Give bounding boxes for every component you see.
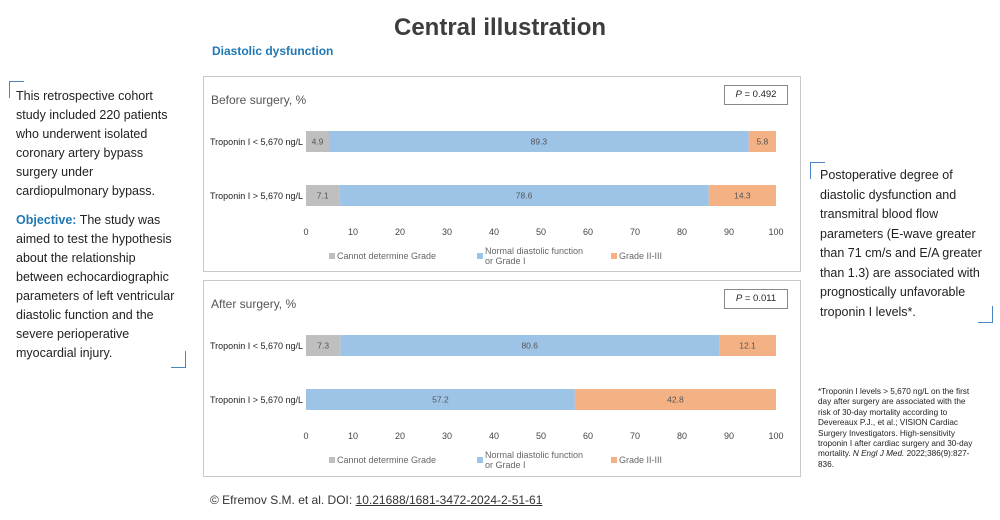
data-label: 12.1 bbox=[739, 341, 756, 351]
category-label: Troponin I < 5,670 ng/L bbox=[210, 341, 303, 351]
bar-segment bbox=[574, 389, 776, 410]
footnote: *Troponin I levels > 5,670 ng/L on the f… bbox=[818, 387, 980, 470]
data-label: 5.8 bbox=[756, 137, 768, 147]
p-value-box-after: P = 0.011 bbox=[724, 289, 788, 309]
credit-prefix: © Efremov S.M. et al. DOI: bbox=[210, 493, 353, 507]
x-tick-label: 70 bbox=[630, 431, 640, 441]
legend-label: Cannot determine Grade bbox=[337, 455, 436, 465]
bar-segment bbox=[306, 389, 575, 410]
x-tick-label: 20 bbox=[395, 431, 405, 441]
x-tick-label: 40 bbox=[489, 227, 499, 237]
doi-link[interactable]: 10.21688/1681-3472-2024-2-51-61 bbox=[355, 493, 543, 507]
x-tick-label: 80 bbox=[677, 227, 687, 237]
p-label-before: P bbox=[735, 89, 742, 100]
data-label: 7.1 bbox=[317, 191, 329, 201]
x-tick-label: 30 bbox=[442, 227, 452, 237]
legend-label: or Grade I bbox=[485, 460, 526, 470]
objective-paragraph: Objective: The study was aimed to test t… bbox=[16, 211, 184, 363]
x-tick-label: 90 bbox=[724, 431, 734, 441]
bar-segment bbox=[748, 131, 776, 152]
bar-segment bbox=[708, 185, 776, 206]
data-label: 89.3 bbox=[531, 137, 548, 147]
left-bracket-bottom bbox=[171, 351, 186, 368]
x-tick-label: 20 bbox=[395, 227, 405, 237]
x-tick-label: 10 bbox=[348, 431, 358, 441]
legend-label: Grade II-III bbox=[619, 455, 662, 465]
x-tick-label: 50 bbox=[536, 431, 546, 441]
section-subtitle: Diastolic dysfunction bbox=[212, 44, 334, 58]
objective-label: Objective: bbox=[16, 213, 77, 227]
left-text-block: This retrospective cohort study included… bbox=[16, 87, 184, 373]
bar-segment bbox=[719, 335, 776, 356]
x-tick-label: 50 bbox=[536, 227, 546, 237]
legend-swatch bbox=[329, 457, 335, 463]
bar-segment bbox=[306, 185, 340, 206]
legend-swatch bbox=[611, 253, 617, 259]
x-tick-label: 70 bbox=[630, 227, 640, 237]
x-tick-label: 60 bbox=[583, 227, 593, 237]
left-bracket-top bbox=[9, 81, 24, 98]
footnote-journal: N Engl J Med. bbox=[852, 449, 905, 459]
bar-segment bbox=[306, 335, 341, 356]
footnote-citation: 2022;386(9):827-836. bbox=[818, 449, 970, 469]
bar-segment bbox=[329, 131, 749, 152]
p-value-before: = 0.492 bbox=[744, 89, 777, 100]
legend-swatch bbox=[477, 253, 483, 259]
p-value-after: = 0.011 bbox=[744, 293, 777, 304]
x-tick-label: 0 bbox=[303, 431, 308, 441]
legend-swatch bbox=[611, 457, 617, 463]
credit-line: © Efremov S.M. et al. DOI: 10.21688/1681… bbox=[210, 493, 542, 507]
x-tick-label: 90 bbox=[724, 227, 734, 237]
chart-panel-before: Before surgery, % P = 0.492 Troponin I <… bbox=[203, 76, 801, 272]
x-tick-label: 80 bbox=[677, 431, 687, 441]
objective-text: The study was aimed to test the hypothes… bbox=[16, 213, 175, 360]
legend-swatch bbox=[329, 253, 335, 259]
data-label: 7.3 bbox=[317, 341, 329, 351]
chart-title-before: Before surgery, % bbox=[211, 93, 307, 107]
data-label: 4.9 bbox=[312, 137, 324, 147]
chart-panel-after: After surgery, % P = 0.011 Troponin I < … bbox=[203, 280, 801, 477]
page-title: Central illustration bbox=[393, 14, 607, 41]
x-tick-label: 10 bbox=[348, 227, 358, 237]
legend-label: Normal diastolic function bbox=[485, 246, 583, 256]
category-label: Troponin I > 5,670 ng/L bbox=[210, 395, 303, 405]
chart-svg-before: Troponin I < 5,670 ng/L 4.9 89.3 5.8 Troponi… bbox=[210, 131, 784, 266]
chart-svg-after: Troponin I < 5,670 ng/L 7.3 80.6 12.1 Tropon… bbox=[210, 335, 784, 470]
data-label: 57.2 bbox=[432, 395, 449, 405]
data-label: 80.6 bbox=[521, 341, 538, 351]
chart-title-after: After surgery, % bbox=[211, 297, 297, 311]
data-label: 78.6 bbox=[516, 191, 533, 201]
x-tick-label: 100 bbox=[768, 227, 783, 237]
x-tick-label: 100 bbox=[768, 431, 783, 441]
legend-swatch bbox=[477, 457, 483, 463]
conclusion-text: Postoperative degree of diastolic dysfun… bbox=[820, 168, 982, 319]
data-label: 42.8 bbox=[667, 395, 684, 405]
intro-text: This retrospective cohort study included… bbox=[16, 89, 168, 198]
legend-label: Grade II-III bbox=[619, 251, 662, 261]
p-value-box-before: P = 0.492 bbox=[724, 85, 788, 105]
x-tick-label: 0 bbox=[303, 227, 308, 237]
right-bracket-top bbox=[810, 162, 825, 179]
legend-label: or Grade I bbox=[485, 256, 526, 266]
x-tick-label: 40 bbox=[489, 431, 499, 441]
bar-segment bbox=[306, 131, 330, 152]
bar-segment bbox=[340, 335, 720, 356]
p-label-after: P bbox=[735, 293, 743, 304]
legend-label: Cannot determine Grade bbox=[337, 251, 436, 261]
x-tick-label: 30 bbox=[442, 431, 452, 441]
x-tick-label: 60 bbox=[583, 431, 593, 441]
data-label: 14.3 bbox=[734, 191, 751, 201]
bar-segment bbox=[339, 185, 709, 206]
category-label: Troponin I > 5,670 ng/L bbox=[210, 191, 303, 201]
legend-label: Normal diastolic function bbox=[485, 450, 583, 460]
category-label: Troponin I < 5,670 ng/L bbox=[210, 137, 303, 147]
footnote-text: *Troponin I levels > 5,670 ng/L on the f… bbox=[818, 387, 973, 459]
right-bracket-bottom bbox=[978, 306, 993, 323]
